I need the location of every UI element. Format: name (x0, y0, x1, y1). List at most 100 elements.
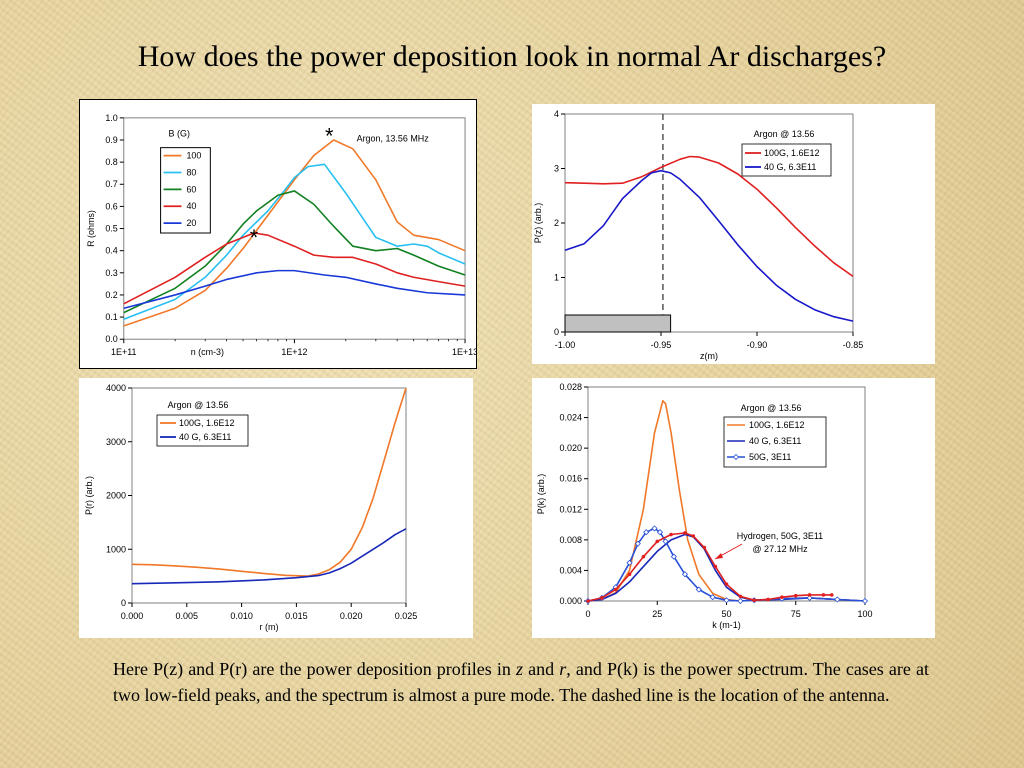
data-point (737, 597, 744, 605)
legend-label: 60 (186, 184, 196, 194)
y-tick-label: 0.020 (559, 443, 582, 453)
y-tick-label: 1000 (106, 544, 126, 554)
legend-label: 50G, 3E11 (749, 452, 791, 462)
annotation-arrowhead (715, 553, 723, 559)
y-axis-label: P(k) (arb.) (536, 474, 546, 515)
x-tick-label: 50 (721, 609, 731, 619)
data-point (752, 598, 756, 603)
chart-r-vs-n-svg: 0.0 0.1 0.2 0.3 0.4 0.5 0.6 0.7 0.8 0.9 1.0 1E+11 1E… (86, 113, 476, 357)
y-tick-label: 0.8 (105, 157, 117, 167)
legend-title: B (G) (169, 129, 190, 139)
data-point (780, 595, 784, 599)
legend-box (741, 143, 832, 177)
data-point (681, 571, 689, 578)
data-point (695, 586, 702, 593)
x-tick-label: 1E+12 (281, 347, 307, 357)
data-point (829, 593, 834, 597)
y-axis-label: P(r) (arb.) (84, 476, 94, 515)
y-tick-label: 0.9 (105, 135, 117, 145)
legend-box (160, 147, 211, 234)
y-tick-label: 0.3 (105, 268, 117, 278)
y-tick-label: 0.7 (105, 179, 117, 189)
legend-box (156, 414, 249, 447)
data-point (738, 594, 743, 599)
y-axis-label: R (ohms) (86, 210, 96, 247)
y-tick-label: 4 (554, 109, 559, 119)
caption-part-2: , and P(k) is the power spectrum. The ca… (113, 659, 930, 705)
x-tick-label: 75 (791, 609, 801, 619)
x-tick-label: 0.010 (230, 611, 253, 621)
legend-title: Argon @ 13.56 (754, 129, 815, 139)
series-line-4 (123, 232, 466, 305)
peak-marker: * (325, 123, 334, 148)
chart-pr-svg: 0 1000 2000 3000 4000 0.000 0.005 0.010 0.015 0.0… (84, 383, 418, 632)
y-tick-label: 0.012 (559, 504, 582, 514)
data-point (702, 545, 707, 550)
data-point (821, 593, 826, 597)
x-tick-label: -0.90 (747, 340, 768, 350)
data-point (626, 559, 633, 566)
x-tick-label: -1.00 (555, 340, 576, 350)
x-tick-label: 0.005 (176, 611, 199, 621)
series-line-2 (131, 528, 407, 585)
legend-label: 40 G, 6.3E11 (764, 162, 816, 172)
data-point (806, 594, 813, 602)
chart-pz: 0 1 2 3 4 -1.00 -0.95 -0.90 -0.85 z(m) P(z) (arb.)… (532, 104, 935, 364)
y-tick-label: 0.024 (559, 413, 582, 423)
series-line-4 (587, 532, 832, 602)
y-tick-label: 0.6 (105, 201, 117, 211)
x-tick-label: -0.85 (843, 340, 864, 350)
x-tick-label: 0.020 (340, 611, 363, 621)
series-line-3 (123, 190, 466, 314)
data-point (766, 597, 770, 602)
data-point (651, 525, 658, 532)
data-point (600, 596, 604, 600)
data-point (691, 534, 696, 538)
chart-annotation: Argon, 13.56 MHz (357, 134, 430, 144)
data-point (683, 531, 687, 535)
x-tick-label: 1E+13 (452, 347, 476, 357)
y-tick-label: 0.4 (105, 246, 117, 256)
peak-marker: * (250, 225, 259, 250)
y-tick-label: 0.008 (559, 535, 582, 545)
chart-pk: 0.000 0.004 0.008 0.012 0.016 0.020 0.024 0.028… (532, 378, 935, 638)
chart-pz-svg: 0 1 2 3 4 -1.00 -0.95 -0.90 -0.85 z(m) P(z) (arb.)… (533, 109, 864, 361)
slide-title: How does the power deposition look in no… (137, 40, 887, 73)
x-axis-label: r (m) (260, 622, 279, 632)
x-tick-label: 100 (857, 609, 872, 619)
data-point (662, 538, 669, 545)
series-line-2 (123, 163, 466, 321)
data-point (713, 564, 718, 569)
x-tick-label: 0.025 (395, 611, 418, 621)
data-point (586, 599, 590, 603)
chart-pk-svg: 0.000 0.004 0.008 0.012 0.016 0.020 0.024 0.028… (536, 382, 873, 630)
caption-and: and (523, 659, 560, 679)
legend-label: 100G, 1.6E12 (179, 418, 235, 428)
data-point (793, 593, 798, 598)
y-axis-label: P(z) (arb.) (533, 203, 543, 244)
data-point (655, 539, 660, 544)
x-tick-label: 0 (585, 609, 590, 619)
caption-part-1: Here P(z) and P(r) are the power deposit… (113, 659, 517, 679)
data-point (613, 587, 618, 592)
legend-title: Argon @ 13.56 (741, 403, 802, 413)
y-tick-label: 0.004 (559, 565, 582, 575)
y-tick-label: 0 (121, 598, 126, 608)
series-line-1 (564, 155, 854, 278)
y-tick-label: 0.000 (559, 596, 582, 606)
legend-label: 20 (186, 218, 196, 228)
legend-label: 40 G, 6.3E11 (749, 436, 801, 446)
chart-r-vs-n: 0.0 0.1 0.2 0.3 0.4 0.5 0.6 0.7 0.8 0.9 1.0 1E+11 1E… (79, 99, 477, 369)
y-tick-label: 0.1 (105, 312, 117, 322)
data-point (723, 597, 730, 604)
y-tick-label: 2 (554, 218, 559, 228)
x-axis-label: n (cm-3) (191, 347, 224, 357)
data-point (834, 596, 841, 603)
data-point (709, 594, 716, 601)
y-tick-label: 0 (554, 327, 559, 337)
x-axis-label: k (m-1) (712, 620, 741, 630)
series-line-1 (131, 387, 407, 577)
y-tick-label: 0.2 (105, 290, 117, 300)
y-tick-label: 3 (554, 164, 559, 174)
antenna-block (564, 314, 672, 333)
